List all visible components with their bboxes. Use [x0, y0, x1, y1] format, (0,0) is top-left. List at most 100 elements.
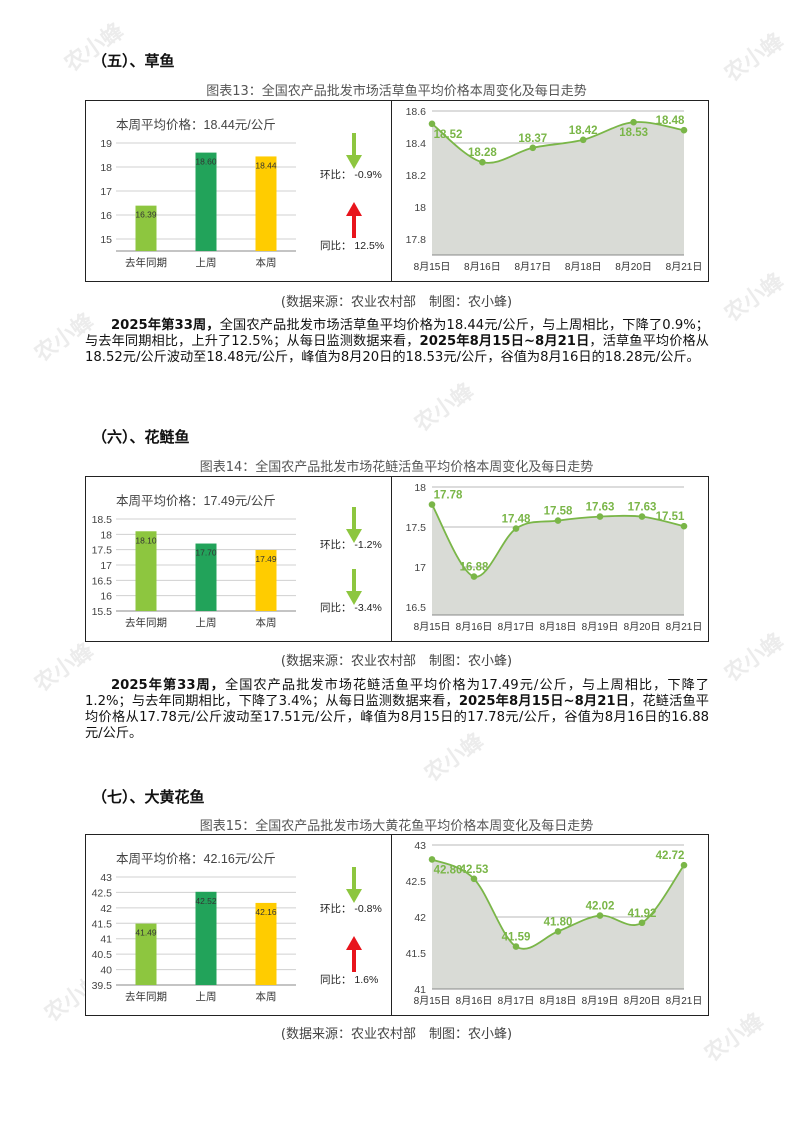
bar-本周	[255, 156, 277, 251]
line-x-tick-label: 8月16日	[464, 261, 501, 273]
figure-caption: 图表14：全国农产品批发市场花鲢活鱼平均价格本周变化及每日走势	[199, 460, 594, 475]
section-title: （六）、花鲢鱼	[92, 428, 190, 446]
line-point-label: 17.58	[544, 506, 573, 518]
arrow-up-icon	[346, 202, 362, 238]
arrow-head	[346, 591, 362, 605]
change-label: 同比： 12.5%	[320, 239, 384, 252]
line-y-tick-label: 18	[414, 482, 426, 494]
paragraph-text: ，活草鱼平均价格从18.52元/公斤波动至18.48元/公斤，峰值为8月20日的…	[85, 334, 709, 365]
line-x-tick-label: 8月17日	[514, 261, 551, 273]
line-x-tick-label: 8月17日	[498, 995, 535, 1007]
bar-去年同期	[135, 531, 157, 611]
arrow-down-icon	[346, 867, 362, 903]
line-x-tick-label: 8月16日	[456, 995, 493, 1007]
paragraph-text: ，花鲢活鱼平均价格从17.78元/公斤波动至17.51元/公斤，峰值为8月15日…	[85, 694, 709, 741]
bar-y-tick-label: 41.5	[92, 918, 113, 930]
arrow-shaft	[352, 867, 356, 893]
arrow-head	[346, 889, 362, 903]
figure-source: (数据来源：农业农村部 制图：农小蜂)	[280, 295, 513, 310]
bar-y-tick-label: 16.5	[92, 575, 113, 587]
bar-上周	[195, 543, 217, 611]
bar-y-tick-label: 39.5	[92, 980, 113, 992]
line-y-tick-label: 18.4	[406, 138, 427, 150]
bar-category-label: 上周	[196, 617, 217, 629]
paragraph-text: 全国农产品批发市场活草鱼平均价格为18.44元/公斤，与上周相比，下降了0.9%…	[85, 318, 709, 349]
line-point	[529, 144, 537, 152]
bar-y-tick-label: 41	[100, 934, 112, 946]
line-x-tick-label: 8月18日	[565, 261, 602, 273]
paragraph-date-range: 2025年8月15日~8月21日	[458, 694, 630, 709]
line-point-label: 42.02	[586, 901, 615, 913]
figure-charts: 本周平均价格：17.49元/公斤 15.5 16 16.5 17 17.5 18 18.5 18…	[92, 482, 703, 633]
bar-y-tick-label: 18	[100, 529, 112, 541]
arrow-head	[346, 529, 362, 543]
line-x-tick-label: 8月15日	[414, 621, 451, 633]
arrow-down-icon	[346, 569, 362, 605]
line-area-fill	[432, 859, 684, 989]
arrow-up-icon	[346, 936, 362, 972]
line-x-tick-label: 8月21日	[666, 995, 703, 1007]
bar-value-label: 17.49	[255, 554, 277, 564]
line-point	[512, 943, 520, 950]
line-point-label: 42.80	[434, 864, 463, 876]
line-point-label: 18.37	[518, 133, 547, 145]
bar-value-label: 18.44	[255, 160, 277, 170]
line-y-tick-label: 17.5	[406, 522, 427, 534]
change-label: 环比： -1.2%	[320, 538, 382, 551]
arrow-down-icon	[346, 507, 362, 543]
line-point-label: 18.42	[569, 125, 598, 137]
line-point	[680, 522, 688, 530]
change-label: 同比： 1.6%	[320, 973, 378, 986]
figure-box: 本周平均价格：18.44元/公斤 15 16 17 18 19 16.39 去年同期 18.60…	[85, 100, 709, 282]
paragraph: 2025年第33周，全国农产品批发市场花鲢活鱼平均价格为17.49元/公斤，与上…	[85, 678, 709, 742]
line-point-label: 18.53	[619, 127, 648, 139]
line-point	[470, 875, 478, 883]
line-point-label: 18.28	[468, 147, 497, 159]
average-price-label: 本周平均价格：17.49元/公斤	[116, 493, 276, 508]
line-y-tick-label: 18.2	[406, 170, 427, 182]
arrow-shaft	[352, 507, 356, 533]
arrow-shaft	[352, 133, 356, 159]
bar-上周	[195, 152, 217, 251]
figure-caption: 图表15：全国农产品批发市场大黄花鱼平均价格本周变化及每日走势	[199, 819, 594, 834]
section-title: （七）、大黄花鱼	[92, 788, 205, 806]
bar-y-tick-label: 43	[100, 872, 112, 884]
arrow-down-icon	[346, 133, 362, 169]
bar-value-label: 18.60	[195, 157, 217, 167]
line-area-fill	[432, 504, 684, 615]
line-point	[479, 158, 486, 166]
line-point	[428, 501, 436, 508]
bar-value-label: 17.70	[195, 548, 217, 558]
line-x-tick-label: 8月21日	[666, 621, 703, 633]
bar-value-label: 18.10	[135, 535, 157, 545]
bar-y-tick-label: 18	[100, 162, 112, 174]
line-x-tick-label: 8月20日	[624, 995, 661, 1007]
bar-category-label: 上周	[196, 991, 217, 1003]
bar-本周	[255, 549, 277, 611]
arrow-shaft	[352, 212, 356, 238]
line-y-tick-label: 41	[414, 984, 426, 996]
line-point-label: 17.63	[586, 502, 615, 514]
bar-value-label: 41.49	[135, 928, 157, 938]
line-point-label: 42.53	[460, 864, 489, 876]
paragraph-lead: 2025年第33周，	[111, 318, 220, 333]
line-point	[596, 912, 604, 919]
bar-y-tick-label: 15.5	[92, 606, 113, 618]
bar-y-tick-label: 42	[100, 903, 112, 915]
line-point-label: 41.80	[544, 916, 573, 928]
line-point	[680, 126, 688, 134]
bar-y-tick-label: 18.5	[92, 514, 113, 526]
line-point	[554, 517, 562, 524]
arrow-shaft	[352, 946, 356, 972]
section-title: （五）、草鱼	[92, 52, 175, 70]
line-x-tick-label: 8月20日	[615, 261, 652, 273]
arrow-head	[346, 155, 362, 169]
bar-y-tick-label: 40.5	[92, 949, 113, 961]
line-point	[638, 513, 646, 520]
watermark-text: 农小蜂	[720, 28, 789, 88]
line-point	[680, 861, 688, 869]
line-point	[428, 120, 436, 128]
line-point	[512, 525, 520, 532]
paragraph-lead: 2025年第33周，	[111, 678, 225, 693]
figure-divider	[391, 835, 392, 1015]
